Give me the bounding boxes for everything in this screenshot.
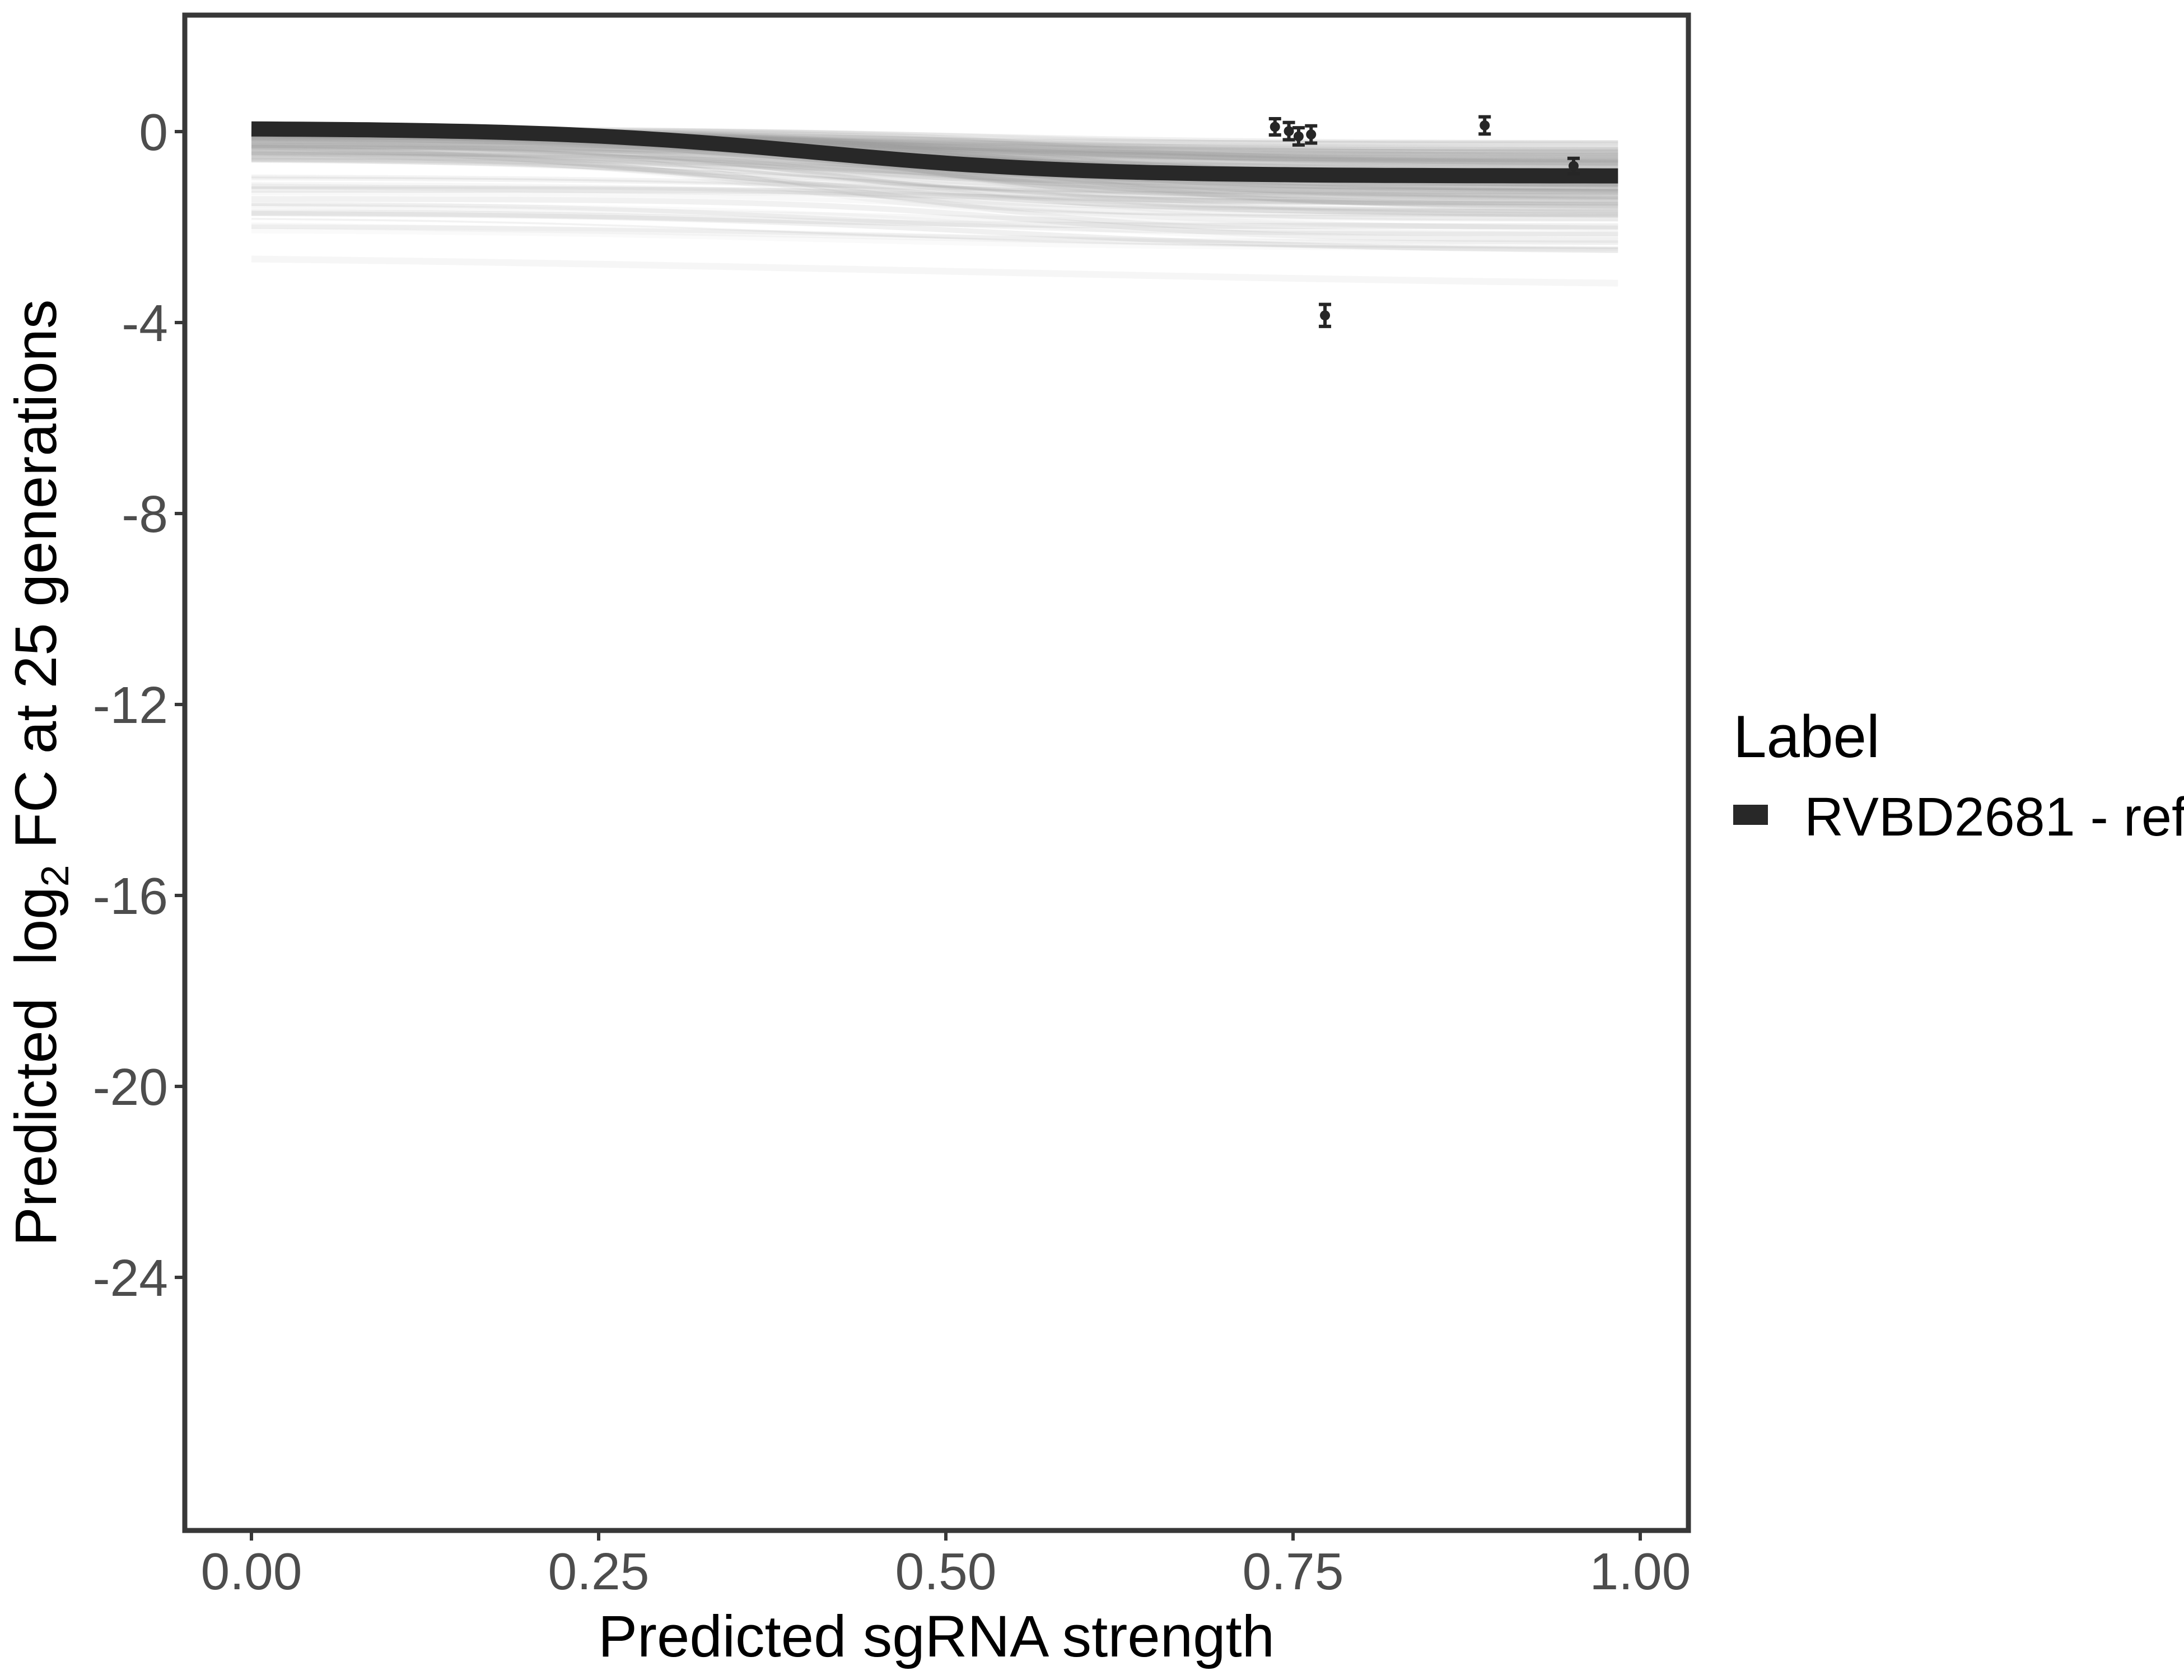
ensemble-curve	[251, 137, 1618, 167]
ensemble-curve	[251, 144, 1618, 206]
ensemble-curve	[251, 136, 1618, 206]
ensemble-curve	[251, 159, 1618, 192]
data-point	[1320, 310, 1331, 321]
ensemble-curve	[251, 145, 1618, 203]
ensemble-curve	[251, 143, 1618, 217]
y-tick-label: -8	[122, 485, 168, 543]
ensemble-curve	[251, 139, 1618, 198]
ensemble-curve	[251, 139, 1618, 190]
data-point	[1270, 122, 1280, 132]
ensemble-curve	[251, 176, 1618, 194]
ensemble-curve	[251, 142, 1618, 211]
y-tick-label: 0	[139, 103, 168, 161]
ensemble-curve	[251, 211, 1618, 253]
y-tick-label: -16	[93, 867, 168, 925]
ensemble-curve	[251, 148, 1618, 195]
x-tick-label: 0.25	[548, 1542, 649, 1600]
ensemble-curve	[251, 202, 1618, 237]
legend-title: Label	[1733, 703, 1880, 770]
data-layer	[251, 115, 1618, 328]
ensemble-curve	[251, 157, 1618, 200]
y-tick-label: -24	[93, 1249, 168, 1307]
ensemble-curve	[251, 133, 1618, 193]
ensemble-curve	[251, 144, 1618, 218]
data-point	[1306, 129, 1317, 140]
legend: Label RVBD2681 - ref	[1733, 703, 2184, 847]
y-tick-label: -20	[93, 1058, 168, 1116]
legend-entry-label: RVBD2681 - ref	[1804, 786, 2184, 847]
ensemble-curve	[251, 155, 1618, 199]
ensemble-curve	[251, 186, 1618, 216]
ensemble-curve	[251, 150, 1618, 214]
ensemble-curve	[251, 218, 1618, 249]
ensemble-curve	[251, 153, 1618, 186]
ensemble-curve	[251, 209, 1618, 230]
ensemble-outlier-curve	[251, 183, 1618, 209]
ensemble-curve	[251, 174, 1618, 209]
ensemble-curve	[251, 185, 1618, 211]
ensemble-curve	[251, 151, 1618, 216]
y-tick-label: -12	[93, 676, 168, 734]
data-point	[1293, 131, 1304, 142]
y-tick-label: -4	[122, 294, 168, 352]
axes-layer: 0 -4 -8 -12 -16 -20 -24 0.00 0.25 0.50 0.75 1.00	[93, 103, 1691, 1600]
ensemble-curve	[251, 153, 1618, 222]
data-point	[1480, 120, 1490, 130]
ensemble-curve	[251, 153, 1618, 214]
ensemble-curve	[251, 203, 1618, 245]
legend-key-line-swatch	[1733, 805, 1768, 825]
ensemble-curve	[251, 224, 1618, 245]
ensemble-outlier-curve	[251, 203, 1618, 232]
ensemble-curve	[251, 138, 1618, 203]
ensemble-curve	[251, 136, 1618, 167]
ensemble-curve	[251, 196, 1618, 243]
y-axis-title-subscript: 2	[33, 865, 77, 886]
ensemble-curve	[251, 228, 1618, 251]
ensemble-curve	[251, 151, 1618, 204]
ensemble-curve	[251, 150, 1618, 196]
y-axis-title-prefix: Predicted log	[3, 886, 69, 1246]
ensemble-curve	[251, 139, 1618, 186]
ensemble-curve	[251, 141, 1618, 218]
x-axis-title: Predicted sgRNA strength	[598, 1604, 1275, 1669]
ensemble-outlier-curve	[251, 255, 1618, 287]
ensemble-curve	[251, 148, 1618, 195]
ensemble-curve	[251, 138, 1618, 152]
ensemble-curve	[251, 146, 1618, 221]
panel-border	[182, 12, 1691, 1533]
x-tick-label: 0.50	[895, 1542, 996, 1600]
data-point	[1284, 126, 1294, 137]
ensemble-curve	[251, 157, 1618, 237]
data-point	[1568, 161, 1579, 171]
ensemble-curve	[251, 142, 1618, 206]
y-axis-title-suffix: FC at 25 generations	[3, 300, 69, 865]
x-tick-label: 0.00	[200, 1542, 302, 1600]
ensemble-curve	[251, 136, 1618, 189]
ensemble-curve	[251, 151, 1618, 213]
x-tick-label: 0.75	[1242, 1542, 1343, 1600]
ensemble-curve	[251, 151, 1618, 194]
panel-layer	[182, 12, 1691, 1533]
reference-curve	[251, 121, 1618, 184]
ensemble-outlier-curve	[251, 222, 1618, 253]
ensemble-curve	[251, 156, 1618, 186]
x-tick-label: 1.00	[1589, 1542, 1691, 1600]
ensemble-curve	[251, 181, 1618, 207]
ensemble-curve	[251, 190, 1618, 230]
ensemble-curve	[251, 176, 1618, 192]
ensemble-curve	[251, 160, 1618, 207]
ensemble-curve	[251, 136, 1618, 159]
y-axis-title: Predicted log2 FC at 25 generations	[3, 300, 77, 1247]
ensemble-curve	[251, 154, 1618, 222]
